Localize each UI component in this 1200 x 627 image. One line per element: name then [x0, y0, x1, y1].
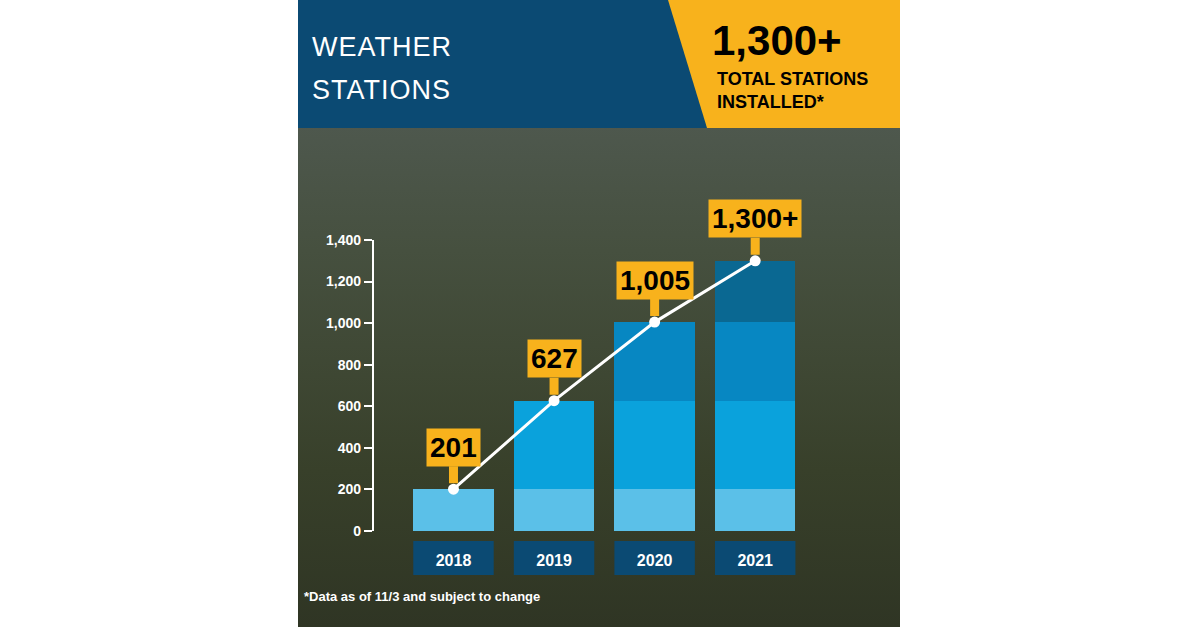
- svg-text:400: 400: [338, 440, 362, 456]
- svg-text:2021: 2021: [737, 552, 773, 569]
- svg-text:1,400: 1,400: [326, 232, 361, 248]
- svg-text:627: 627: [531, 343, 578, 374]
- svg-text:2018: 2018: [436, 552, 472, 569]
- svg-text:1,300+: 1,300+: [712, 203, 798, 234]
- svg-text:200: 200: [338, 481, 362, 497]
- svg-text:2019: 2019: [536, 552, 572, 569]
- svg-text:201: 201: [430, 432, 477, 463]
- svg-text:1,200: 1,200: [326, 273, 361, 289]
- html-text:*Data as of 11/3 and subject t: *Data as of 11/3 and subject to change: [304, 589, 541, 604]
- svg-text:2020: 2020: [637, 552, 673, 569]
- svg-text:1,000: 1,000: [326, 315, 361, 331]
- svg-text:600: 600: [338, 398, 362, 414]
- svg-text:1,005: 1,005: [620, 265, 690, 296]
- html-text:TOTAL STATIONS INSTALLED*: TOTAL STATIONS INSTALLED*: [717, 69, 869, 112]
- html-text:WEATHER STATIONS: WEATHER STATIONS: [312, 32, 452, 105]
- svg-text:800: 800: [338, 357, 362, 373]
- html-text:1,300+: 1,300+: [712, 17, 842, 64]
- svg-text:0: 0: [353, 523, 361, 539]
